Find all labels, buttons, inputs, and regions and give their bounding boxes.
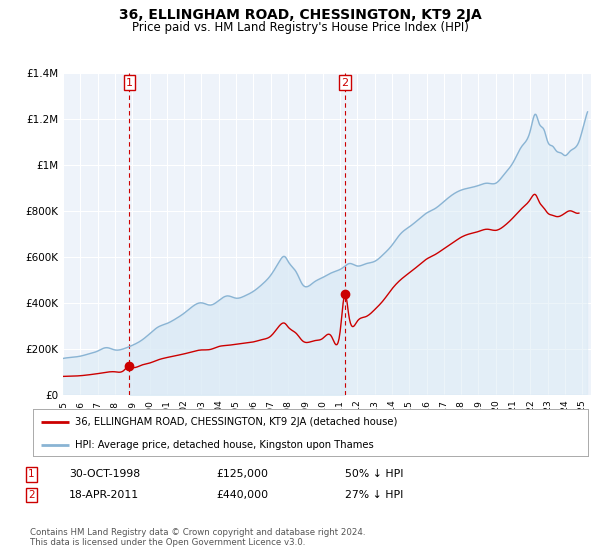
Text: 2: 2 [341,78,349,87]
Text: 36, ELLINGHAM ROAD, CHESSINGTON, KT9 2JA (detached house): 36, ELLINGHAM ROAD, CHESSINGTON, KT9 2JA… [74,417,397,427]
Text: £440,000: £440,000 [216,490,268,500]
Text: Contains HM Land Registry data © Crown copyright and database right 2024.
This d: Contains HM Land Registry data © Crown c… [30,528,365,547]
Text: £125,000: £125,000 [216,469,268,479]
Text: 27% ↓ HPI: 27% ↓ HPI [345,490,403,500]
Text: 1: 1 [126,78,133,87]
Text: 18-APR-2011: 18-APR-2011 [69,490,139,500]
Text: 50% ↓ HPI: 50% ↓ HPI [345,469,404,479]
Text: HPI: Average price, detached house, Kingston upon Thames: HPI: Average price, detached house, King… [74,440,373,450]
Text: 30-OCT-1998: 30-OCT-1998 [69,469,140,479]
Text: 1: 1 [28,469,35,479]
Text: 36, ELLINGHAM ROAD, CHESSINGTON, KT9 2JA: 36, ELLINGHAM ROAD, CHESSINGTON, KT9 2JA [119,8,481,22]
Text: Price paid vs. HM Land Registry's House Price Index (HPI): Price paid vs. HM Land Registry's House … [131,21,469,34]
Text: 2: 2 [28,490,35,500]
